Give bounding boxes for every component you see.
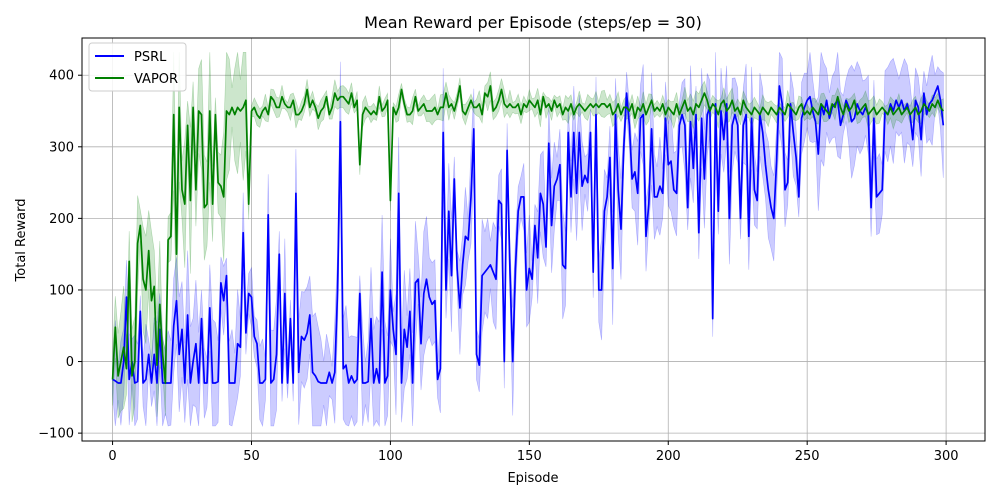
x-tick-label: 150 — [517, 449, 542, 464]
y-axis-label: Total Reward — [14, 199, 29, 283]
series-lines — [111, 85, 945, 384]
legend-label-psrl: PSRL — [134, 50, 167, 65]
series-line-vapor — [111, 85, 944, 384]
x-tick-label: 100 — [378, 449, 403, 464]
y-tick-label: 100 — [49, 283, 74, 298]
series-line-psrl — [112, 85, 945, 384]
chart-title: Mean Reward per Episode (steps/ep = 30) — [364, 13, 702, 32]
x-tick-label: 250 — [795, 449, 820, 464]
grid — [82, 38, 985, 441]
x-tick-label: 0 — [108, 449, 116, 464]
x-axis-ticks: 0 50 100 150 200 250 300 — [108, 441, 959, 464]
legend: PSRL VAPOR — [88, 42, 187, 92]
x-tick-label: 50 — [243, 449, 260, 464]
y-tick-label: 200 — [49, 212, 74, 227]
x-tick-label: 300 — [934, 449, 959, 464]
band-psrl — [112, 52, 944, 428]
x-tick-label: 200 — [656, 449, 681, 464]
y-tick-label: 300 — [49, 140, 74, 155]
x-axis-label: Episode — [507, 471, 558, 486]
y-tick-label: −100 — [38, 427, 74, 442]
y-axis-ticks: −100 0 100 200 300 400 — [38, 69, 82, 442]
y-tick-label: 400 — [49, 69, 74, 84]
y-tick-label: 0 — [66, 355, 74, 370]
legend-label-vapor: VAPOR — [134, 72, 178, 87]
plot-frame — [81, 37, 986, 442]
